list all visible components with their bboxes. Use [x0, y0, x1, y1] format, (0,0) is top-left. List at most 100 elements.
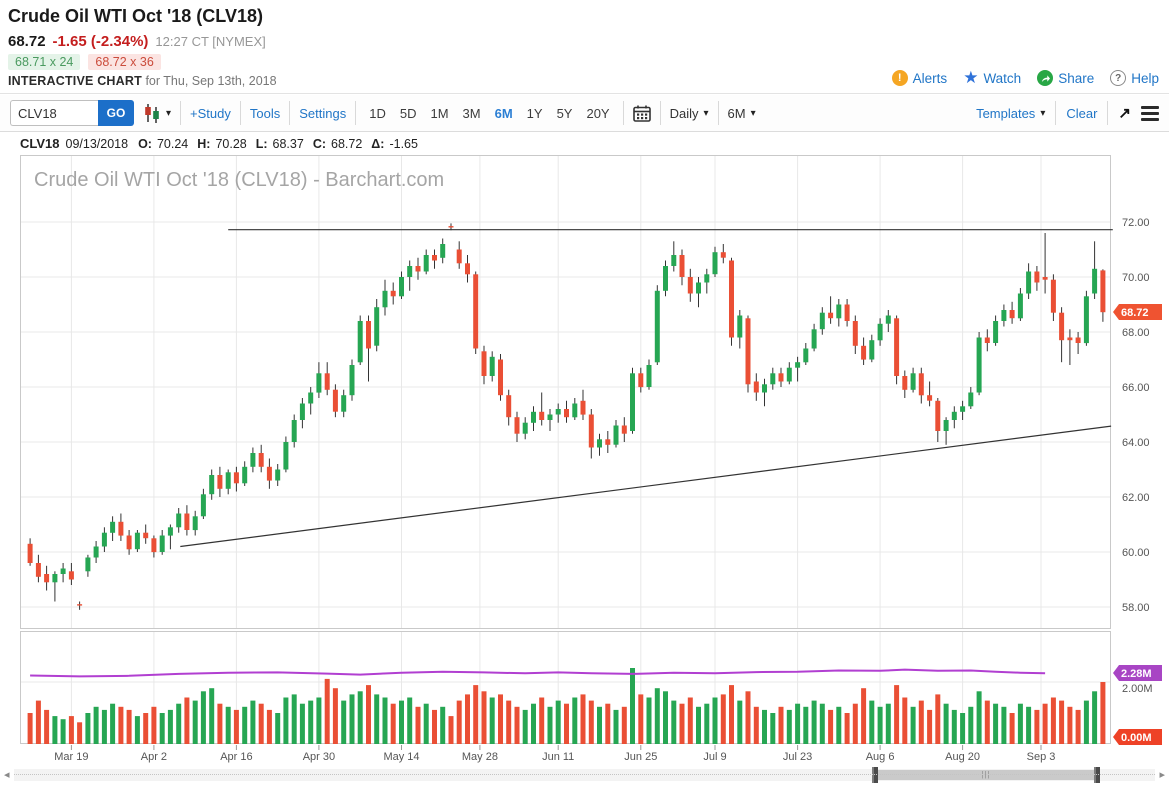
share-link[interactable]: Share — [1037, 70, 1094, 86]
range-button-3m[interactable]: 3M — [462, 105, 481, 121]
menu-icon[interactable] — [1141, 105, 1159, 121]
scrollbar-right-arrow[interactable]: ▸ — [1159, 769, 1165, 781]
interactive-chart-label: INTERACTIVE CHART — [8, 74, 142, 88]
question-circle-icon: ? — [1110, 70, 1127, 86]
ohlc-symbol: CLV18 — [20, 136, 60, 151]
open-interest-badge: 2.28M — [1113, 665, 1162, 681]
price-tick-label: 68.00 — [1122, 327, 1150, 339]
volume-tick-label: 2.00M — [1122, 683, 1153, 695]
ohlc-value: 70.24 — [156, 136, 189, 151]
templates-dropdown[interactable]: Templates ▾ — [976, 105, 1046, 121]
calendar-button[interactable] — [632, 105, 651, 122]
chart-type-dropdown[interactable]: ▾ — [143, 103, 171, 123]
clear-button[interactable]: Clear — [1066, 105, 1098, 121]
scrollbar-left-arrow[interactable]: ◂ — [4, 769, 10, 781]
range-buttons: 1D 5D 1M 3M 6M 1Y 5Y 20Y — [365, 104, 613, 123]
candles — [27, 223, 1106, 610]
bid-chip: 68.71 x 24 — [8, 54, 81, 70]
price-tick-label: 64.00 — [1122, 437, 1150, 449]
price-tick-label: 72.00 — [1122, 217, 1150, 229]
range-button-20y[interactable]: 20Y — [586, 105, 610, 121]
divider — [289, 101, 291, 125]
symbol-input[interactable] — [10, 100, 98, 126]
exclamation-circle-icon: ! — [891, 70, 908, 86]
date-tick-label: Aug 20 — [945, 751, 980, 763]
date-tick-label: Jul 9 — [703, 751, 726, 763]
date-tick-label: Aug 6 — [866, 751, 895, 763]
divider — [1055, 101, 1057, 125]
range-button-5d[interactable]: 5D — [399, 105, 417, 121]
ohlc-date: 09/13/2018 — [65, 136, 129, 151]
chevron-down-icon: ▾ — [750, 107, 756, 119]
range-button-1m[interactable]: 1M — [430, 105, 449, 121]
help-link[interactable]: ? Help — [1110, 70, 1159, 86]
scrollbar-track[interactable]: ||| — [14, 767, 1155, 783]
price-tick-label: 70.00 — [1122, 272, 1150, 284]
share-arrow-icon — [1037, 70, 1054, 86]
range-button-5y[interactable]: 5Y — [556, 105, 573, 121]
ohlc-value: 70.28 — [215, 136, 247, 151]
page-subtitle: INTERACTIVE CHART for Thu, Sep 13th, 201… — [8, 74, 277, 88]
add-study-button[interactable]: +Study — [190, 105, 231, 121]
ohlc-value: -1.65 — [389, 136, 418, 151]
range-button-1d[interactable]: 1D — [369, 105, 386, 121]
divider — [355, 101, 357, 125]
settings-button[interactable]: Settings — [299, 105, 347, 121]
divider — [622, 101, 624, 125]
alerts-link[interactable]: ! Alerts — [891, 70, 947, 86]
chart-scrollbar: ◂ ||| ▸ — [2, 766, 1167, 784]
ohlc-values: O: 70.24 H: 70.28 L: 68.37 C: 68.72 Δ: -1.65 — [134, 137, 418, 151]
chart-canvas[interactable]: Mar 19 Apr 2 Apr 16 Apr 30 May 14 May 28 Jun 1… — [20, 155, 1169, 765]
open-interest-line — [30, 668, 1046, 678]
chart-date-label: for Thu, Sep 13th, 2018 — [141, 74, 277, 88]
ohlc-label: H: — [197, 136, 211, 151]
ohlc-label: L: — [255, 136, 268, 151]
price-tick-label: 66.00 — [1122, 382, 1150, 394]
volume-zero-badge: 0.00M — [1113, 729, 1162, 745]
header-links: ! Alerts ★ Watch Share ? Help — [891, 68, 1159, 87]
tools-button[interactable]: Tools — [249, 105, 281, 121]
zoom-dropdown[interactable]: 6M ▾ — [727, 105, 756, 121]
date-tick-label: Apr 30 — [303, 751, 335, 763]
chevron-down-icon: ▾ — [703, 107, 709, 119]
calendar-icon — [632, 105, 651, 122]
chart-toolbar: GO ▾ +Study Tools Settings 1D 5D 1M 3M 6M 1Y 5… — [0, 95, 1169, 132]
ohlc-label: O: — [138, 136, 152, 151]
price-change: -1.65 (-2.34%) — [52, 33, 149, 50]
chart-area[interactable]: Mar 19 Apr 2 Apr 16 Apr 30 May 14 May 28 Jun 1… — [20, 155, 1169, 765]
frequency-dropdown[interactable]: Daily ▾ — [669, 105, 709, 121]
ohlc-bar: CLV18 09/13/2018 O: 70.24 H: 70.28 L: 68.37 C:… — [0, 132, 1169, 155]
scrollbar-right-grip[interactable] — [1094, 767, 1100, 783]
watch-link[interactable]: ★ Watch — [963, 68, 1022, 87]
pop-out-icon[interactable]: ↗ — [1118, 105, 1131, 122]
ohlc-value: 68.37 — [272, 136, 304, 151]
symbol-box: GO — [10, 100, 134, 126]
price-tick-label: 58.00 — [1122, 602, 1150, 614]
chart-watermark: Crude Oil WTI Oct '18 (CLV18) - Barchart… — [34, 169, 444, 191]
date-tick-label: Jun 25 — [624, 751, 657, 763]
ohlc-label: C: — [312, 136, 327, 151]
toolbar-right: Templates ▾ Clear ↗ — [976, 101, 1159, 125]
divider — [659, 101, 661, 125]
candlestick-icon — [145, 104, 159, 123]
scrollbar-left-grip[interactable] — [872, 767, 878, 783]
scrollbar-thumb[interactable]: ||| — [872, 767, 1100, 783]
svg-text:0.00M: 0.00M — [1121, 732, 1152, 744]
page-title: Crude Oil WTI Oct '18 (CLV18) — [8, 6, 263, 26]
range-button-1y[interactable]: 1Y — [526, 105, 543, 121]
trendline-ascending-support[interactable] — [180, 425, 1112, 548]
price-tick-label: 62.00 — [1122, 492, 1150, 504]
date-tick-label: Jul 23 — [783, 751, 812, 763]
chevron-down-icon: ▾ — [1040, 107, 1046, 119]
volume-bars — [27, 668, 1106, 744]
last-price: 68.72 — [8, 33, 46, 50]
date-tick-label: May 28 — [462, 751, 498, 763]
divider — [180, 101, 182, 125]
go-button[interactable]: GO — [98, 100, 134, 126]
divider — [717, 101, 719, 125]
range-button-6m[interactable]: 6M — [494, 105, 513, 121]
header: Crude Oil WTI Oct '18 (CLV18) 68.72 -1.6… — [0, 0, 1169, 94]
star-icon: ★ — [963, 68, 979, 87]
ohlc-label: Δ: — [371, 136, 385, 151]
